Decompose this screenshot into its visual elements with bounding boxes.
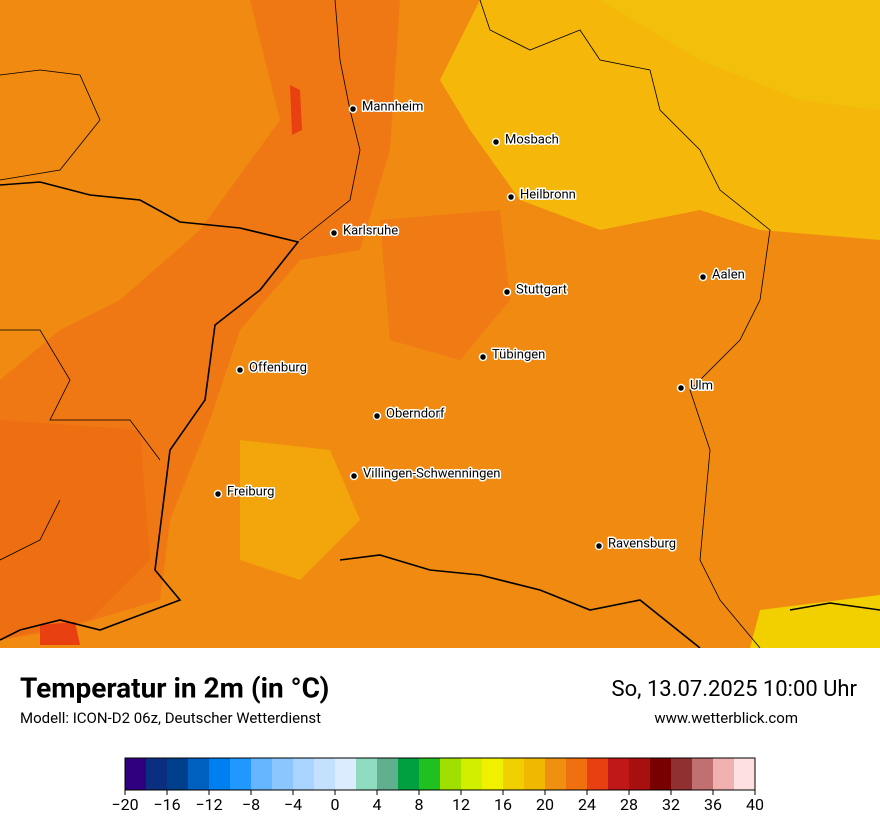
colorbar-tick-label: −4 <box>284 795 302 814</box>
city-dot <box>372 411 382 421</box>
colorbar-segment <box>524 758 546 790</box>
colorbar-segment <box>356 758 378 790</box>
city-dot <box>676 383 686 393</box>
city-label: Villingen-Schwenningen <box>363 466 500 481</box>
colorbar-tick-label: 28 <box>620 795 638 814</box>
city-dot <box>491 137 501 147</box>
colorbar-segment <box>482 758 504 790</box>
map-title: Temperatur in 2m (in °C) <box>20 671 329 704</box>
colorbar-tick-label: −12 <box>195 795 222 814</box>
colorbar-segment <box>587 758 609 790</box>
state-borders <box>0 0 771 649</box>
colorbar-tick-label: 32 <box>662 795 680 814</box>
colorbar-segment <box>713 758 735 790</box>
source: www.wetterblick.com <box>654 709 798 727</box>
city-dot <box>506 192 516 202</box>
colorbar-tick-label: 8 <box>415 795 424 814</box>
colorbar-segment <box>272 758 294 790</box>
colorbar-segment <box>146 758 168 790</box>
colorbar-segment <box>314 758 336 790</box>
city-dot <box>478 352 488 362</box>
colorbar-frame <box>124 757 756 791</box>
colorbar-tick-label: 16 <box>494 795 512 814</box>
colorbar-segment <box>188 758 210 790</box>
colorbar-segment <box>461 758 483 790</box>
city-label: Offenburg <box>249 360 307 375</box>
colorbar-segment <box>419 758 441 790</box>
hot-zone <box>0 420 150 640</box>
city-label: Ulm <box>690 378 713 393</box>
map <box>0 0 880 649</box>
colorbar-segment <box>629 758 651 790</box>
city-label: Heilbronn <box>520 187 576 202</box>
hot-zone <box>380 210 510 360</box>
city-label: Stuttgart <box>516 282 567 297</box>
colorbar-segment <box>230 758 252 790</box>
hot-spot <box>40 622 80 645</box>
colorbar-tick-label: 0 <box>331 795 340 814</box>
warm-zone <box>750 595 880 648</box>
colorbar-segment <box>650 758 672 790</box>
city-dot <box>349 471 359 481</box>
colorbar-segment <box>251 758 273 790</box>
city-label: Oberndorf <box>386 406 445 421</box>
colorbar-segment <box>440 758 462 790</box>
city-label: Aalen <box>712 267 745 282</box>
colorbar-segment <box>125 758 147 790</box>
city-dot <box>235 365 245 375</box>
city-label: Tübingen <box>492 347 545 362</box>
warm-zone <box>600 0 880 110</box>
colorbar-tick-label: −20 <box>111 795 138 814</box>
colorbar-segment <box>671 758 693 790</box>
colorbar-tick-label: 40 <box>746 795 764 814</box>
colorbar-segment <box>167 758 189 790</box>
colorbar-tick-label: 12 <box>452 795 470 814</box>
borders <box>0 181 880 649</box>
colorbar-segment <box>566 758 588 790</box>
hot-spot <box>290 85 302 135</box>
city-dot <box>329 228 339 238</box>
datetime: So, 13.07.2025 10:00 Uhr <box>612 677 858 702</box>
city-dot <box>348 104 358 114</box>
colorbar-tick-label: 4 <box>373 795 382 814</box>
footer-background <box>0 648 880 830</box>
colorbar-segment <box>734 758 756 790</box>
city-label: Ravensburg <box>608 536 676 551</box>
colorbar-segment <box>608 758 630 790</box>
colorbar-segment <box>293 758 315 790</box>
colorbar-segment <box>377 758 399 790</box>
colorbar-tick-label: 20 <box>536 795 554 814</box>
city-dot <box>502 287 512 297</box>
legend: Temperatur in 2m (in °C) Modell: ICON-D2… <box>0 648 880 830</box>
city-dot <box>594 541 604 551</box>
city-label: Freiburg <box>227 484 274 499</box>
colorbar-tick-label: −8 <box>242 795 260 814</box>
colorbar-segment <box>398 758 420 790</box>
warm-zone <box>240 440 360 580</box>
city-label: Karlsruhe <box>343 223 398 238</box>
city-label: Mannheim <box>362 99 423 114</box>
colorbar-segment <box>545 758 567 790</box>
colorbar-tick-label: −16 <box>153 795 180 814</box>
model-info: Modell: ICON-D2 06z, Deutscher Wetterdie… <box>20 709 321 727</box>
city-dot <box>213 489 223 499</box>
colorbar-segment <box>692 758 714 790</box>
city-label: Mosbach <box>505 132 559 147</box>
colorbar-segment <box>503 758 525 790</box>
city-dot <box>698 272 708 282</box>
colorbar-segment <box>335 758 357 790</box>
colorbar-tick-label: 36 <box>704 795 722 814</box>
colorbar-segment <box>209 758 231 790</box>
colorbar-tick-label: 24 <box>578 795 596 814</box>
